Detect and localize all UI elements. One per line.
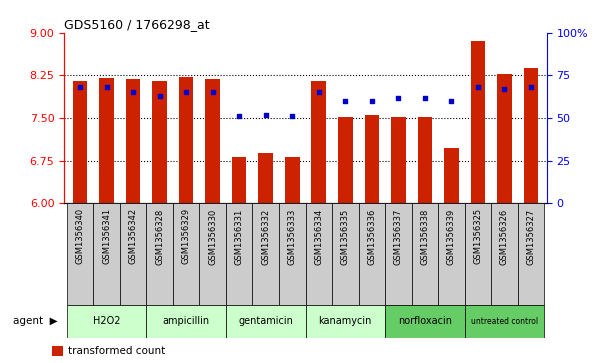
Bar [147, 305, 226, 338]
Bar [306, 305, 385, 338]
Bar [365, 115, 379, 203]
Bar [385, 305, 464, 338]
Bar [52, 346, 63, 356]
Text: GSM1356335: GSM1356335 [341, 208, 349, 265]
Point [393, 95, 403, 101]
Text: GSM1356339: GSM1356339 [447, 208, 456, 265]
Point [447, 98, 456, 104]
Point [181, 90, 191, 95]
Bar [226, 203, 252, 305]
Bar [126, 79, 141, 203]
Bar [279, 203, 306, 305]
Bar [497, 74, 511, 203]
Bar [338, 117, 353, 203]
Text: GSM1356340: GSM1356340 [76, 208, 84, 265]
Point [155, 93, 164, 99]
Point [340, 98, 350, 104]
Text: gentamicin: gentamicin [238, 316, 293, 326]
Point [128, 90, 138, 95]
Bar [258, 153, 273, 203]
Text: GSM1356326: GSM1356326 [500, 208, 509, 265]
Bar [464, 305, 544, 338]
Point [75, 84, 85, 90]
Text: GSM1356331: GSM1356331 [235, 208, 244, 265]
Text: GDS5160 / 1766298_at: GDS5160 / 1766298_at [64, 19, 210, 32]
Bar [252, 203, 279, 305]
Bar [332, 203, 359, 305]
Bar [205, 79, 220, 203]
Bar [232, 157, 246, 203]
Point [261, 112, 271, 118]
Bar [464, 203, 491, 305]
Point [473, 84, 483, 90]
Point [314, 90, 324, 95]
Text: GSM1356337: GSM1356337 [394, 208, 403, 265]
Bar [438, 203, 464, 305]
Point [101, 84, 111, 90]
Text: untreated control: untreated control [471, 317, 538, 326]
Text: norfloxacin: norfloxacin [398, 316, 452, 326]
Bar [391, 117, 406, 203]
Point [526, 84, 536, 90]
Point [500, 86, 510, 92]
Bar [385, 203, 412, 305]
Bar [470, 41, 485, 203]
Text: agent  ▶: agent ▶ [13, 316, 58, 326]
Bar [359, 203, 385, 305]
Text: ampicillin: ampicillin [163, 316, 210, 326]
Text: GSM1356333: GSM1356333 [288, 208, 297, 265]
Text: H2O2: H2O2 [93, 316, 120, 326]
Bar [306, 203, 332, 305]
Bar [120, 203, 147, 305]
Bar [524, 68, 538, 203]
Text: GSM1356334: GSM1356334 [314, 208, 323, 265]
Text: GSM1356328: GSM1356328 [155, 208, 164, 265]
Bar [417, 117, 432, 203]
Bar [73, 81, 87, 203]
Text: GSM1356332: GSM1356332 [262, 208, 270, 265]
Bar [93, 203, 120, 305]
Bar [67, 305, 147, 338]
Text: GSM1356342: GSM1356342 [128, 208, 137, 265]
Bar [518, 203, 544, 305]
Text: GSM1356329: GSM1356329 [181, 208, 191, 265]
Bar [285, 157, 299, 203]
Text: GSM1356325: GSM1356325 [474, 208, 483, 265]
Text: GSM1356336: GSM1356336 [367, 208, 376, 265]
Text: GSM1356330: GSM1356330 [208, 208, 217, 265]
Bar [312, 81, 326, 203]
Point [208, 90, 218, 95]
Text: GSM1356338: GSM1356338 [420, 208, 430, 265]
Text: GSM1356341: GSM1356341 [102, 208, 111, 265]
Text: transformed count: transformed count [68, 346, 165, 356]
Bar [226, 305, 306, 338]
Bar [179, 77, 194, 203]
Bar [199, 203, 226, 305]
Bar [412, 203, 438, 305]
Text: GSM1356327: GSM1356327 [527, 208, 535, 265]
Bar [147, 203, 173, 305]
Bar [491, 203, 518, 305]
Bar [100, 78, 114, 203]
Point [420, 95, 430, 101]
Bar [67, 203, 93, 305]
Bar [152, 81, 167, 203]
Bar [173, 203, 199, 305]
Bar [444, 147, 459, 203]
Point [287, 113, 297, 119]
Text: kanamycin: kanamycin [318, 316, 372, 326]
Point [234, 113, 244, 119]
Point [367, 98, 377, 104]
